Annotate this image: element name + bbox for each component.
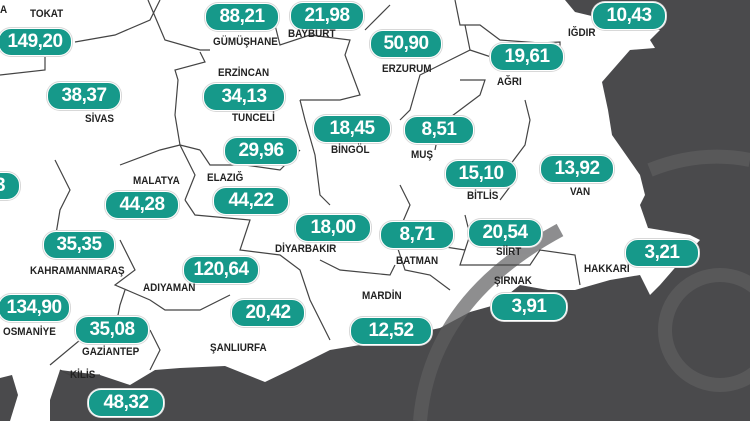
- value-badge-elazig: 44,22: [213, 187, 289, 215]
- partial-province-label: A: [0, 4, 8, 16]
- province-label-osmaniye: OSMANİYE: [3, 326, 56, 338]
- value-badge-bingol: 18,45: [313, 115, 391, 143]
- province-label-agri: AĞRI: [497, 76, 522, 88]
- value-badge-kilis: 48,32: [88, 389, 164, 417]
- outside-region-east: [50, 0, 750, 421]
- province-label-igdir: IĞDIR: [568, 27, 596, 39]
- value-badge-erzincan: 34,13: [203, 83, 285, 111]
- value-badge-hakkari: 3,21: [625, 239, 699, 267]
- value-badge-kahramanmaras: 35,35: [43, 231, 115, 259]
- province-label-mus: MUŞ: [411, 149, 434, 161]
- province-label-malatya: MALATYA: [133, 175, 180, 187]
- outside-region-west: [0, 375, 18, 421]
- value-badge-sirnak: 3,91: [491, 293, 567, 321]
- emblem-watermark: [413, 149, 750, 421]
- province-label-bingol: BİNGÖL: [331, 144, 370, 156]
- value-badge-tunceli: 29,96: [224, 137, 298, 165]
- province-label-tokat: TOKAT: [30, 8, 64, 20]
- province-label-mardin: MARDİN: [362, 290, 402, 302]
- province-label-hakkari: HAKKARİ: [584, 263, 630, 275]
- province-label-diyarbakir: DİYARBAKIR: [275, 243, 337, 255]
- province-label-gumushane: GÜMÜŞHANE: [213, 36, 278, 48]
- value-badge-malatya: 44,28: [105, 191, 179, 219]
- value-badge-osmaniye: 134,90: [0, 294, 70, 322]
- value-badge-sivas: 38,37: [47, 82, 121, 110]
- value-badge-sanliurfa: 20,42: [231, 299, 305, 327]
- province-label-batman: BATMAN: [396, 255, 439, 267]
- province-label-kilis: KİLİS: [70, 369, 96, 381]
- province-label-sirnak: ŞIRNAK: [494, 275, 532, 287]
- province-label-bayburt: BAYBURT: [288, 28, 336, 40]
- value-badge-siirt: 20,54: [468, 219, 542, 247]
- province-label-kahramanmaras: KAHRAMANMARAŞ: [30, 265, 125, 277]
- value-badge-adiyaman: 120,64: [183, 256, 259, 284]
- value-badge-igdir: 10,43: [592, 2, 666, 30]
- value-badge-mardin: 12,52: [350, 317, 432, 345]
- province-label-erzurum: ERZURUM: [382, 63, 432, 75]
- value-badge-batman: 8,71: [380, 221, 454, 249]
- province-label-van: VAN: [570, 186, 591, 198]
- value-badge-erzurum: 50,90: [370, 30, 442, 58]
- value-badge-mus: 8,51: [404, 116, 474, 144]
- province-label-sivas: SİVAS: [85, 113, 114, 125]
- province-label-siirt: SİİRT: [496, 246, 522, 258]
- value-badge-bitlis: 15,10: [445, 160, 517, 188]
- value-badge-van: 13,92: [540, 155, 614, 183]
- province-label-elazig: ELAZIĞ: [207, 172, 244, 184]
- value-badge-gumushane: 88,21: [205, 3, 279, 31]
- province-label-gaziantep: GAZİANTEP: [82, 346, 140, 358]
- province-label-bitlis: BİTLİS: [467, 190, 499, 202]
- province-label-erzincan: ERZİNCAN: [218, 67, 270, 79]
- value-badge-diyarbakir: 18,00: [295, 214, 371, 242]
- province-label-adiyaman: ADIYAMAN: [143, 282, 196, 294]
- value-badge-bayburt: 21,98: [290, 2, 364, 30]
- partial-value-badge: 3: [0, 172, 20, 200]
- province-label-sanliurfa: ŞANLIURFA: [210, 342, 267, 354]
- value-badge-tokat: 149,20: [0, 28, 72, 56]
- value-badge-agri: 19,61: [490, 43, 564, 71]
- value-badge-gaziantep: 35,08: [75, 316, 149, 344]
- province-label-tunceli: TUNCELİ: [232, 112, 275, 124]
